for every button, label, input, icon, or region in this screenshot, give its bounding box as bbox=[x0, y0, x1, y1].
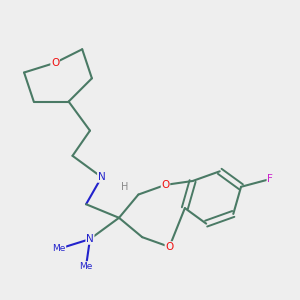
Text: O: O bbox=[161, 180, 169, 190]
Text: O: O bbox=[165, 242, 173, 252]
Text: Me: Me bbox=[80, 262, 93, 271]
Text: N: N bbox=[86, 234, 94, 244]
Text: Me: Me bbox=[52, 244, 66, 253]
Text: H: H bbox=[121, 182, 128, 192]
Text: F: F bbox=[267, 174, 273, 184]
Text: O: O bbox=[51, 58, 59, 68]
Text: N: N bbox=[98, 172, 105, 182]
